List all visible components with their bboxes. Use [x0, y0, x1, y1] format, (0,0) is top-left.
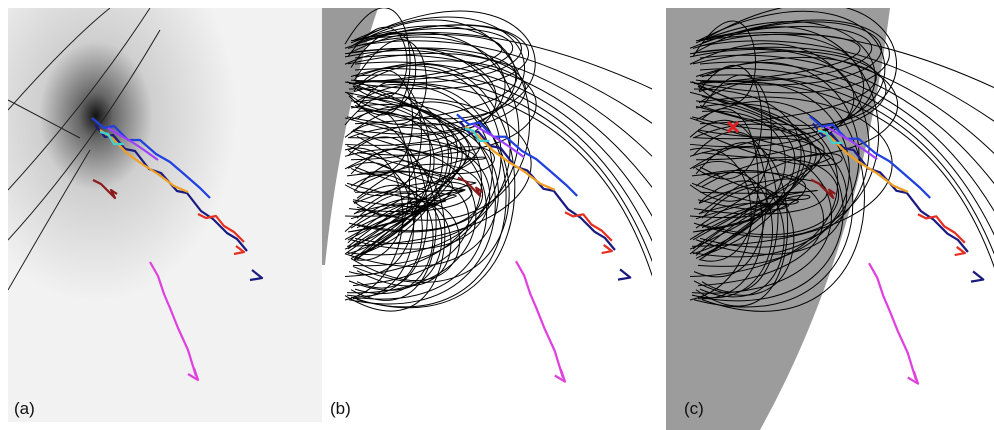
field-line — [698, 26, 873, 82]
field-line — [697, 130, 843, 215]
open-field-line — [699, 61, 994, 212]
field-line — [353, 84, 507, 308]
field-line — [344, 160, 446, 312]
field-line — [695, 21, 876, 138]
field-line — [344, 148, 477, 294]
open-field-line — [699, 68, 994, 236]
open-field-line — [354, 32, 652, 90]
field-line — [347, 201, 461, 281]
field-line — [695, 142, 789, 307]
field-line — [689, 19, 890, 94]
field-line — [347, 32, 520, 233]
grid-lines — [8, 8, 161, 291]
field-line — [350, 19, 531, 221]
field-line — [354, 10, 536, 120]
field-line — [697, 85, 817, 259]
field-line — [350, 60, 537, 156]
field-line — [348, 150, 466, 260]
field-line — [697, 169, 824, 287]
field-line — [350, 166, 457, 256]
field-line — [350, 148, 437, 301]
open-field-line — [354, 40, 652, 124]
field-line — [689, 137, 848, 255]
field-line — [701, 159, 840, 236]
field-line — [347, 26, 408, 99]
field-line — [691, 62, 860, 258]
field-line — [689, 48, 855, 161]
panel-label: (a) — [14, 399, 35, 418]
field-line — [353, 39, 427, 125]
field-line — [344, 123, 418, 275]
field-line — [689, 43, 870, 248]
open-field-line — [699, 32, 994, 89]
field-lines — [344, 8, 652, 312]
source-marker — [726, 120, 740, 134]
panel-a — [8, 8, 322, 422]
field-line — [346, 16, 526, 126]
field-line — [344, 198, 452, 287]
open-field-line — [354, 47, 652, 158]
field-line — [346, 145, 495, 199]
field-line — [353, 27, 514, 82]
field-line — [344, 24, 529, 90]
field-line — [347, 52, 526, 139]
open-field-line — [354, 74, 652, 263]
field-line — [691, 182, 799, 250]
field-line — [346, 31, 417, 111]
open-field-line — [354, 61, 652, 217]
field-line — [347, 105, 467, 241]
field-line — [695, 166, 811, 256]
field-lines — [689, 8, 994, 312]
trajectories-b — [455, 113, 632, 383]
field-line — [692, 26, 880, 238]
open-field-line — [699, 47, 994, 155]
field-line — [350, 70, 414, 176]
panel-c — [666, 8, 994, 430]
field-line — [693, 100, 854, 308]
field-line — [689, 81, 825, 255]
open-field-line — [699, 74, 994, 255]
field-line — [344, 93, 431, 218]
open-field-line — [354, 80, 652, 278]
open-field-line — [699, 40, 994, 122]
panel-label: (b) — [330, 399, 351, 418]
solar-disk — [322, 8, 378, 265]
field-line — [692, 160, 764, 300]
field-line — [691, 171, 806, 233]
open-field-line — [354, 54, 652, 189]
field-line — [698, 78, 865, 312]
field-line — [692, 123, 844, 302]
open-field-line — [354, 68, 652, 243]
panel-a-image — [8, 8, 322, 422]
panel-b — [322, 8, 652, 383]
field-line — [695, 64, 763, 180]
field-line — [692, 131, 779, 293]
field-line — [699, 8, 897, 126]
field-line — [348, 192, 443, 291]
field-line — [352, 130, 487, 215]
field-line — [689, 74, 772, 202]
field-line — [697, 82, 850, 267]
field-line — [692, 50, 887, 140]
field-line — [692, 20, 757, 105]
sky-background — [760, 8, 994, 430]
open-field-line — [699, 80, 994, 269]
field-line — [356, 135, 477, 261]
field-line — [353, 184, 434, 295]
panel-label: (c) — [684, 399, 704, 418]
field-line — [344, 122, 499, 267]
field-line — [344, 143, 491, 250]
open-field-line — [699, 54, 994, 185]
field-line — [691, 96, 893, 247]
field-line — [689, 96, 812, 250]
